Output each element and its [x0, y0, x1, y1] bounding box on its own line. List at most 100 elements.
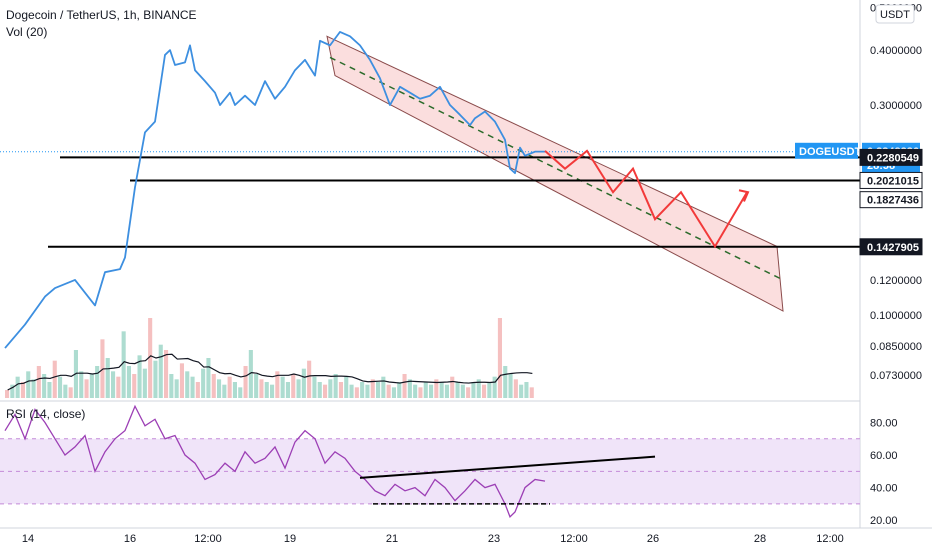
volume-bar: [503, 366, 508, 398]
time-tick-label: 26: [647, 533, 659, 545]
volume-bar: [328, 379, 333, 398]
currency-button-label: USDT: [880, 9, 910, 21]
volume-bar: [132, 374, 137, 398]
volume-bar: [248, 350, 253, 398]
volume-bar: [10, 384, 15, 398]
volume-bar: [508, 374, 513, 398]
volume-bar: [376, 382, 381, 398]
volume-bar: [487, 382, 492, 398]
volume-bar: [444, 384, 449, 398]
volume-bar: [360, 382, 365, 398]
volume-bar: [126, 366, 131, 398]
rsi-trendline: [359, 455, 656, 479]
volume-bar: [36, 366, 41, 398]
projection-path: [544, 149, 750, 249]
volume-bar: [254, 374, 259, 398]
level-price-tag: [859, 171, 923, 189]
volume-bar: [164, 350, 169, 398]
time-tick-label: 28: [754, 533, 766, 545]
level-price-label: 0.2021015: [867, 175, 919, 187]
volume-bar: [148, 318, 153, 398]
level-price-label: 0.2280549: [867, 152, 919, 164]
volume-bar: [333, 374, 338, 398]
volume-bar: [270, 384, 275, 398]
volume-bar: [317, 382, 322, 398]
volume-bar: [63, 384, 68, 398]
price-tick-label: 0.4000000: [870, 45, 922, 57]
volume-bar: [391, 387, 396, 398]
volume-bar: [418, 387, 423, 398]
volume-bar: [47, 382, 52, 398]
volume-bar: [354, 387, 359, 398]
volume-bar: [513, 379, 518, 398]
volume-bar: [79, 371, 84, 398]
projection-arrowhead: [738, 189, 750, 202]
volume-bar: [243, 366, 248, 398]
price-tick-label: 0.0730000: [870, 370, 922, 382]
volume-bar: [370, 379, 375, 398]
volume-bar: [84, 379, 89, 398]
time-tick-label: 12:00: [194, 533, 222, 545]
volume-bar: [497, 318, 502, 398]
volume-bar: [116, 376, 121, 398]
volume-bar: [455, 382, 460, 398]
symbol-name-tag: [795, 142, 858, 159]
volume-bar: [450, 376, 455, 398]
volume-bar: [211, 374, 216, 398]
rsi-tick-label: 80.00: [870, 418, 898, 430]
price-tick-label: 0.1200000: [870, 275, 922, 287]
level-price-tag: [859, 148, 923, 166]
volume-bar: [195, 382, 200, 398]
volume-bar: [439, 382, 444, 398]
volume-bar: [434, 379, 439, 398]
rsi-tick-label: 40.00: [870, 483, 898, 495]
volume-bar: [301, 368, 306, 398]
time-tick-label: 23: [488, 533, 500, 545]
volume-bar: [492, 376, 497, 398]
volume-bar: [52, 360, 57, 398]
volume-bars: [5, 318, 534, 398]
volume-bar: [227, 376, 232, 398]
time-tick-label: 19: [284, 533, 296, 545]
currency-button[interactable]: USDT: [875, 4, 915, 24]
volume-bar: [402, 374, 407, 398]
volume-bar: [285, 382, 290, 398]
time-axis: 14 16 12:00 19 21 23 12:00 26 28 12:00: [22, 533, 844, 545]
rsi-pane: [0, 404, 860, 519]
volume-bar: [349, 384, 354, 398]
volume-bar: [158, 344, 163, 398]
volume-bar: [413, 384, 418, 398]
volume-bar: [524, 382, 529, 398]
volume-bar: [121, 331, 126, 398]
volume-bar: [142, 368, 147, 398]
volume-bar: [222, 384, 227, 398]
time-tick-label: 16: [124, 533, 136, 545]
volume-bar: [20, 382, 25, 398]
price-tick-label: 0.3000000: [870, 100, 922, 112]
volume-bar: [238, 387, 243, 398]
time-tick-label: 21: [386, 533, 398, 545]
volume-ma-line: [7, 353, 533, 391]
volume-bar: [15, 376, 20, 398]
volume-bar: [232, 382, 237, 398]
volume-bar: [105, 358, 110, 398]
volume-bar: [476, 379, 481, 398]
volume-bar: [275, 371, 280, 398]
price-tick-label: 0.1000000: [870, 310, 922, 322]
volume-bar: [169, 374, 174, 398]
horizontal-levels: [0, 151, 860, 248]
volume-bar: [26, 371, 31, 398]
volume-bar: [471, 382, 476, 398]
volume-bar: [95, 366, 100, 398]
volume-bar: [89, 374, 94, 398]
volume-bar: [153, 360, 158, 398]
volume-bar: [386, 384, 391, 398]
rsi-label: RSI (14, close): [6, 407, 85, 421]
volume-bar: [365, 384, 370, 398]
volume-bar: [174, 379, 179, 398]
volume-bar: [190, 376, 195, 398]
volume-label: Vol (20): [6, 25, 47, 39]
volume-bar: [460, 384, 465, 398]
volume-bar: [307, 360, 312, 398]
